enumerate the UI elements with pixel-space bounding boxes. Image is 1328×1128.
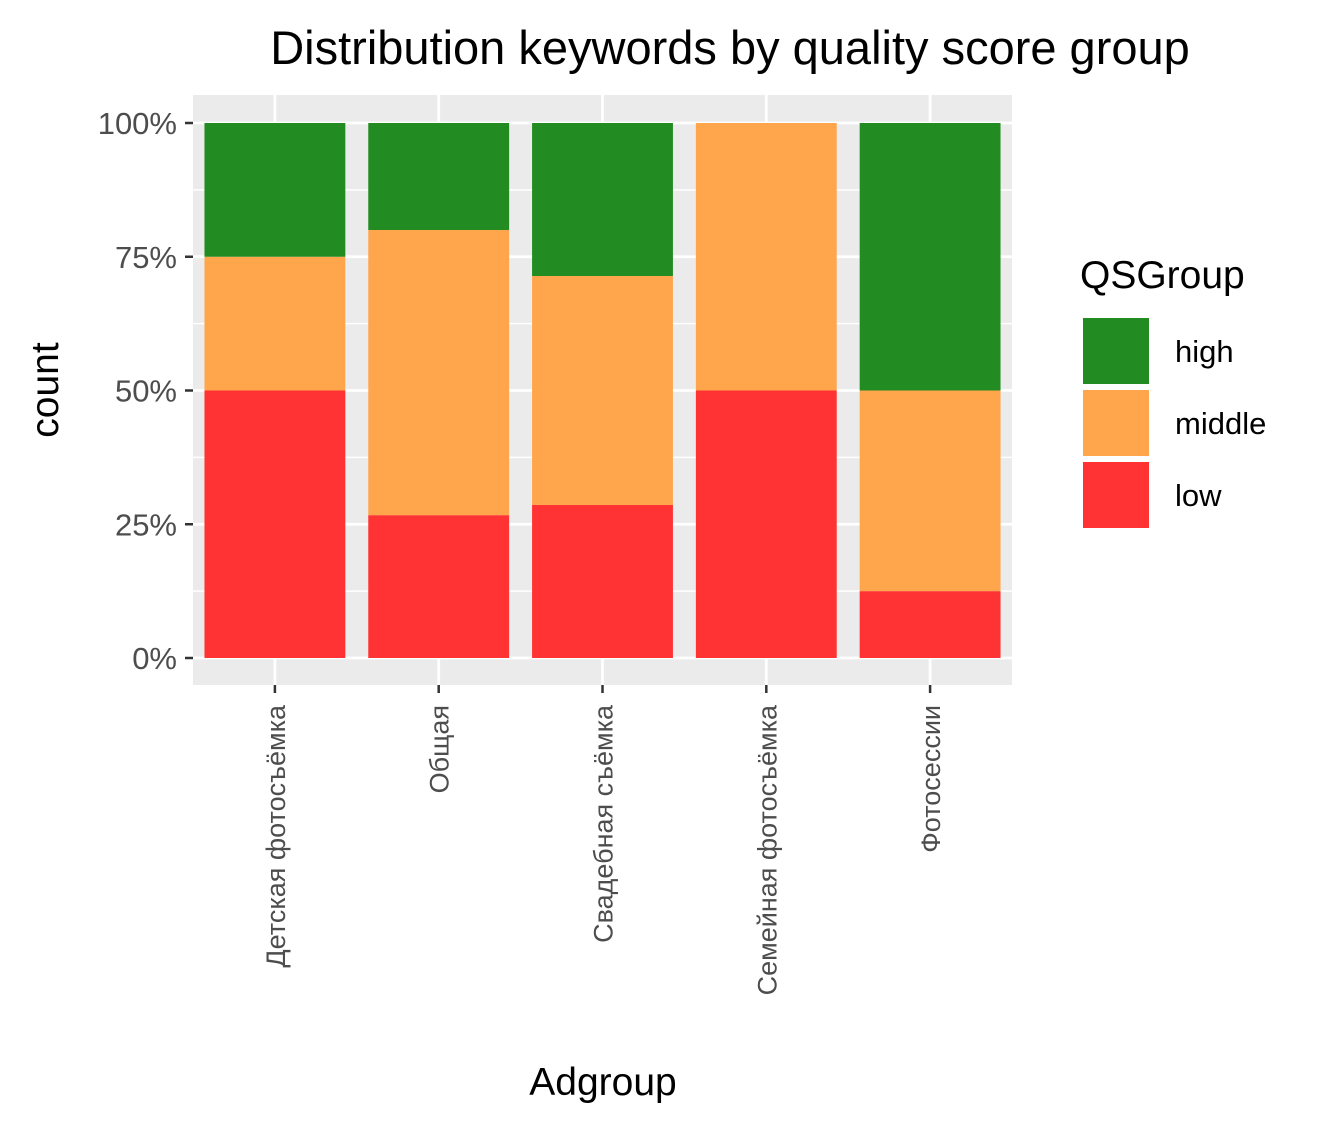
- bar-middle-4: [859, 390, 1001, 592]
- y-tick-label: 50%: [115, 374, 177, 409]
- x-tick-label: Общая: [425, 705, 455, 793]
- legend: QSGroup high middle low: [1080, 254, 1266, 528]
- legend-label-low: low: [1175, 478, 1222, 513]
- legend-key-middle: [1083, 390, 1149, 456]
- chart-title: Distribution keywords by quality score g…: [270, 21, 1190, 74]
- y-axis: 0% 25% 50% 75% 100%: [98, 106, 193, 676]
- legend-label-middle: middle: [1175, 406, 1266, 441]
- legend-key-high: [1083, 318, 1149, 384]
- bar-low-3: [695, 390, 837, 658]
- legend-title: QSGroup: [1080, 254, 1245, 297]
- y-tick-label: 25%: [115, 507, 177, 542]
- y-tick-label: 0%: [132, 641, 177, 676]
- legend-key-low: [1083, 462, 1149, 528]
- x-axis-title: Adgroup: [529, 1061, 676, 1104]
- bar-high-0: [204, 123, 346, 257]
- bar-middle-2: [532, 276, 673, 505]
- bar-low-1: [368, 515, 510, 658]
- bar-middle-0: [204, 256, 346, 391]
- bar-low-2: [532, 504, 673, 658]
- bars: [204, 123, 1001, 658]
- bar-high-1: [368, 123, 510, 230]
- x-tick-label: Свадебная съёмка: [589, 704, 619, 943]
- y-axis-title: count: [24, 342, 67, 438]
- x-tick-label: Фотосессии: [916, 705, 946, 853]
- legend-label-high: high: [1175, 334, 1234, 369]
- y-tick-label: 75%: [115, 240, 177, 275]
- bar-middle-3: [695, 123, 837, 391]
- x-tick-label: Семейная фотосъёмка: [752, 704, 782, 995]
- bar-middle-1: [368, 230, 510, 516]
- bar-high-4: [859, 123, 1001, 391]
- x-axis: Детская фотосъёмка Общая Свадебная съёмка С…: [261, 685, 946, 995]
- y-tick-label: 100%: [98, 106, 177, 141]
- bar-low-4: [859, 591, 1001, 658]
- bar-low-0: [204, 390, 346, 658]
- bar-high-2: [532, 123, 673, 277]
- x-tick-label: Детская фотосъёмка: [261, 704, 291, 968]
